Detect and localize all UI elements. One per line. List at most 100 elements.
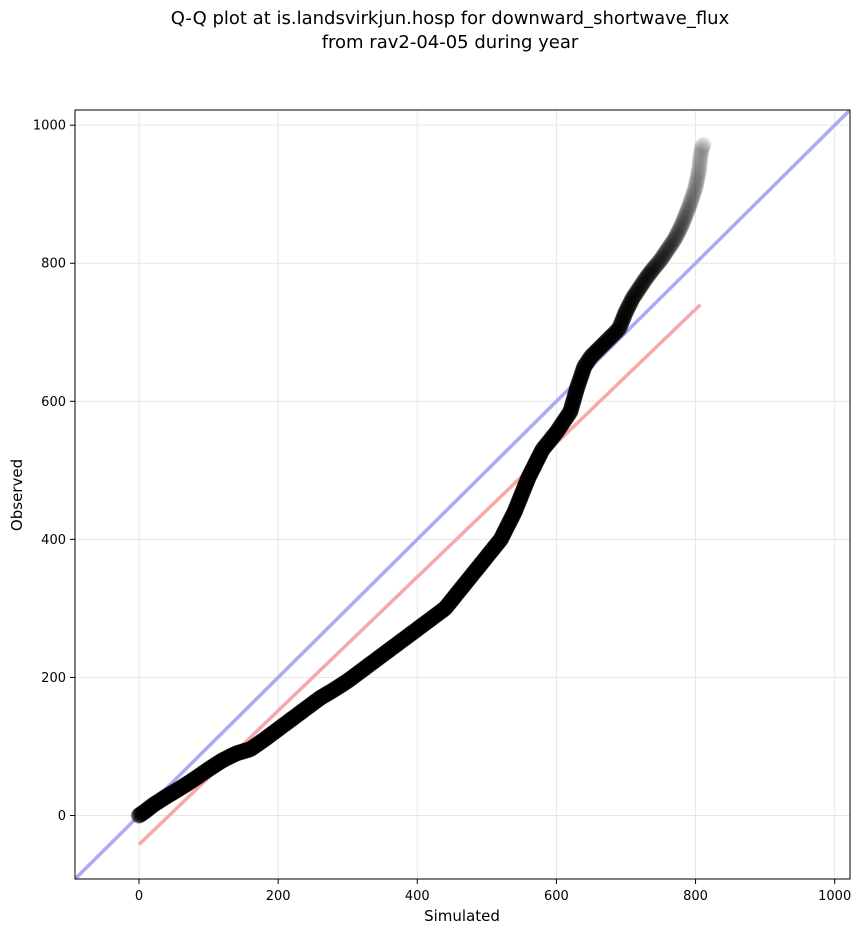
quantile-point (588, 343, 605, 360)
quantile-point (524, 462, 541, 479)
quantile-point (539, 435, 556, 452)
quantile-point (564, 396, 581, 413)
quantile-point (668, 226, 685, 243)
quantile-point (552, 417, 569, 434)
quantile-point (683, 191, 700, 208)
quantile-point (568, 382, 585, 399)
quantile-point (559, 407, 576, 424)
quantile-point (528, 454, 545, 471)
quantile-point (685, 186, 702, 203)
quantile-point (577, 357, 594, 374)
quantile-point (665, 232, 682, 249)
quantile-point (620, 299, 637, 316)
quantile-point (687, 180, 704, 197)
y-tick-label: 400 (41, 533, 66, 548)
quantile-point (568, 384, 584, 400)
quantile-point (557, 411, 574, 428)
x-tick-label: 400 (405, 889, 430, 904)
quantile-point (547, 425, 564, 442)
quantile-point (562, 403, 579, 420)
quantile-point (618, 303, 634, 320)
quantile-point (689, 172, 705, 189)
quantile-point (562, 402, 579, 419)
quantile-point (684, 188, 701, 205)
quantile-point (660, 240, 677, 257)
quantile-point (694, 139, 711, 155)
quantile-point (688, 173, 705, 190)
quantile-point (644, 261, 661, 278)
quantile-point (527, 455, 544, 472)
quantile-point (571, 372, 588, 389)
quantile-point (682, 195, 699, 212)
quantile-point (637, 271, 654, 288)
quantile-point (674, 215, 691, 232)
quantile-point (569, 379, 586, 396)
quantile-point (618, 302, 635, 319)
quantile-point (593, 338, 610, 355)
quantile-point (546, 426, 563, 443)
quantile-point (695, 137, 712, 154)
quantile-point (607, 324, 624, 341)
quantile-point (661, 238, 678, 255)
quantile-point (690, 166, 707, 183)
x-tick-label: 1000 (818, 889, 851, 904)
quantile-point (584, 347, 601, 364)
quantile-point (611, 319, 628, 336)
quantile-point (601, 330, 618, 347)
quantile-point (612, 318, 629, 334)
y-tick-label: 0 (58, 809, 66, 824)
quantile-point (561, 405, 578, 421)
quantile-point (689, 167, 706, 184)
quantile-point (576, 358, 593, 375)
quantile-point (613, 315, 630, 332)
quantile-point (686, 182, 703, 199)
quantile-point (568, 381, 585, 397)
quantile-point (681, 198, 698, 215)
quantile-point (677, 207, 694, 224)
quantile-point (603, 328, 620, 345)
quantile-point (624, 291, 641, 308)
quantile-point (591, 340, 608, 357)
quantile-point (658, 242, 675, 259)
quantile-point (677, 208, 694, 225)
quantile-point (627, 285, 644, 302)
quantile-point (629, 283, 646, 300)
quantile-point (620, 298, 637, 314)
quantile-point (567, 385, 584, 402)
quantile-point (691, 162, 707, 179)
quantile-point (524, 461, 541, 477)
quantile-point (693, 145, 709, 162)
quantile-point (692, 149, 709, 166)
quantile-point (651, 253, 668, 269)
quantile-point (654, 249, 671, 266)
quantile-point (692, 151, 709, 168)
quantile-point (520, 469, 537, 486)
quantile-point (622, 293, 639, 310)
quantile-point (542, 431, 559, 448)
quantile-point (565, 393, 582, 410)
quantile-point (573, 366, 590, 383)
quantile-point (567, 387, 584, 404)
quantile-point (657, 245, 674, 262)
quantile-point (570, 375, 587, 392)
quantile-point (525, 459, 542, 476)
reference-line (75, 110, 850, 879)
y-tick-label: 200 (41, 671, 66, 686)
quantile-point (548, 424, 565, 441)
quantile-point (691, 160, 708, 177)
quantile-point (631, 280, 647, 297)
quantile-point (566, 388, 583, 405)
quantile-point (693, 144, 710, 161)
quantile-point (625, 288, 642, 305)
quantile-point (578, 356, 594, 373)
quantile-point (579, 353, 596, 370)
quantile-point (530, 449, 547, 466)
quantile-point (543, 430, 560, 447)
quantile-point (694, 137, 711, 154)
quantile-point (532, 445, 549, 462)
quantile-point (683, 192, 700, 209)
quantile-point (636, 272, 653, 289)
quantile-point (673, 217, 690, 234)
quantile-point (538, 436, 555, 453)
